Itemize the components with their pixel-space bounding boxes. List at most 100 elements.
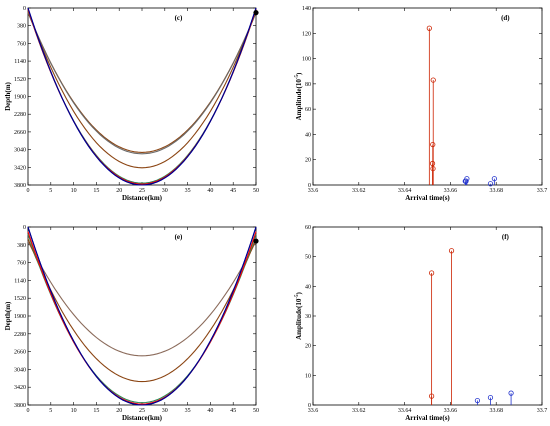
panel-f-ylabel: Amplitude(10-5) xyxy=(295,291,303,339)
panel-f-ytick-label: 50 xyxy=(305,255,311,261)
panel-e-ytick-label: 1900 xyxy=(14,314,26,320)
panel-c-xtick-label: 25 xyxy=(139,188,145,194)
panel-e-ray-3 xyxy=(27,231,257,405)
panel-d-ytick-label: 120 xyxy=(302,31,311,37)
panel-e-xtick-label: 10 xyxy=(71,408,77,414)
panel-c-xtick-label: 15 xyxy=(93,188,99,194)
panel-e-ytick-label: 380 xyxy=(17,243,26,249)
panel-c-ray-1 xyxy=(27,11,257,155)
panel-c-ytick-label: 760 xyxy=(17,41,26,47)
panel-d-frame xyxy=(312,7,543,186)
panel-c-frame xyxy=(27,7,257,186)
panel-c-xtick-label: 40 xyxy=(207,188,213,194)
panel-d-ytick-label: 60 xyxy=(305,107,311,113)
panel-e-xlabel: Distance(km) xyxy=(122,414,163,422)
panel-c-ytick-label: 3040 xyxy=(14,148,26,154)
panel-c-xlabel: Distance(km) xyxy=(122,194,163,202)
panel-d-ylabel: Amplitude(10-5) xyxy=(295,72,303,120)
panel-f-xlabel: Arrival time(s) xyxy=(405,414,450,422)
panel-d-marker-0-3 xyxy=(429,160,436,167)
panel-f-xtick-label: 33.68 xyxy=(489,408,503,414)
panel-d-marker-1-4 xyxy=(491,176,497,182)
panel-d-xtick-label: 33.6 xyxy=(308,188,319,194)
panel-c-ray-3 xyxy=(27,9,257,184)
panel-d-ytick-label: 80 xyxy=(305,82,311,88)
panel-c-ytick-label: 3800 xyxy=(14,183,26,189)
panel-d-xtick-label: 33.64 xyxy=(398,188,412,194)
panel-e-ray-0 xyxy=(27,240,257,357)
panel-f-frame xyxy=(312,226,543,406)
panel-c-ray-0 xyxy=(27,12,257,153)
panel-c-ytick-label: 1520 xyxy=(14,77,26,83)
panel-c-ytick-label: 1140 xyxy=(14,59,26,65)
panel-f-xtick-label: 33.62 xyxy=(352,408,366,414)
panel-c-ray-5 xyxy=(27,7,257,186)
panel-f-xtick-label: 33.66 xyxy=(444,408,458,414)
panel-d-marker-0-4 xyxy=(430,165,436,172)
panel-e-ytick-label: 1520 xyxy=(14,296,26,302)
panel-e-ytick-label: 3420 xyxy=(14,385,26,391)
panel-d-xtick-label: 33.62 xyxy=(352,188,366,194)
panel-d-label: (d) xyxy=(501,14,510,22)
panel-f-marker-0-2 xyxy=(448,248,455,254)
panel-e-xtick-label: 20 xyxy=(116,408,122,414)
panel-d-ytick-label: 20 xyxy=(305,158,311,164)
panel-f-marker-0-1 xyxy=(429,393,435,399)
panel-e-xtick-label: 35 xyxy=(185,408,191,414)
panel-f-marker-1-0 xyxy=(474,397,481,404)
panel-f-marker-0-0 xyxy=(429,270,435,276)
panel-c-xtick-label: 20 xyxy=(116,188,122,194)
panel-c-label: (c) xyxy=(175,14,183,22)
panel-f-label: (f) xyxy=(502,233,510,241)
panel-e-ylabel: Depth(m) xyxy=(4,301,12,330)
panel-f-ytick-label: 10 xyxy=(305,373,311,379)
panel-c-ytick-label: 380 xyxy=(17,24,26,30)
panel-d-ytick-label: 0 xyxy=(308,183,311,189)
panel-e-ytick-label: 2280 xyxy=(14,332,26,338)
panel-e-ytick-label: 1140 xyxy=(14,278,26,284)
panel-f-ytick-label: 20 xyxy=(305,344,311,350)
panel-e-xtick-label: 45 xyxy=(230,408,236,414)
panel-f-ytick-label: 40 xyxy=(305,284,311,290)
panel-c-xtick-label: 50 xyxy=(253,188,259,194)
panel-f-marker-1-1 xyxy=(487,394,494,401)
panel-e-xtick-label: 25 xyxy=(139,408,145,414)
panel-f-xtick-label: 33.7 xyxy=(537,408,548,414)
panel-d-xlabel: Arrival time(s) xyxy=(405,194,450,202)
panel-f-ytick-label: 0 xyxy=(308,403,311,409)
panel-d-ytick-label: 100 xyxy=(302,57,311,63)
panel-d-ytick-label: 40 xyxy=(305,132,311,138)
panel-d-xtick-label: 33.66 xyxy=(444,188,458,194)
panel-e-xtick-label: 30 xyxy=(162,408,168,414)
panel-e-xtick-label: 15 xyxy=(93,408,99,414)
panel-f-marker-1-2 xyxy=(508,390,514,396)
panel-c-ytick-label: 2660 xyxy=(14,130,26,136)
panel-f-ytick-label: 30 xyxy=(305,314,311,320)
panel-e-xtick-label: 5 xyxy=(49,408,52,414)
panel-c-ytick-label: 2280 xyxy=(14,112,26,118)
panel-d-ytick-label: 140 xyxy=(302,6,311,12)
panel-d-xtick-label: 33.68 xyxy=(489,188,503,194)
panel-c-xtick-label: 10 xyxy=(71,188,77,194)
panel-d-xtick-label: 33.7 xyxy=(537,188,548,194)
panel-e-ray-1 xyxy=(27,238,257,383)
panel-e-ytick-label: 760 xyxy=(17,261,26,267)
panel-c-xtick-label: 5 xyxy=(49,188,52,194)
panel-e-ray-5 xyxy=(27,226,257,406)
panel-e-xtick-label: 50 xyxy=(253,408,259,414)
panel-e-xtick-label: 40 xyxy=(207,408,213,414)
panel-d-marker-1-1 xyxy=(464,176,470,182)
panel-c-ray-6 xyxy=(27,7,257,186)
panel-f-xtick-label: 33.6 xyxy=(308,408,319,414)
panel-c-xtick-label: 30 xyxy=(162,188,168,194)
panel-f-xtick-label: 33.64 xyxy=(398,408,412,414)
panel-e-ytick-label: 0 xyxy=(23,225,26,231)
panel-d-marker-0-2 xyxy=(430,141,436,148)
panel-e-ytick-label: 3040 xyxy=(14,367,26,373)
panel-d-marker-0-1 xyxy=(430,77,436,83)
panel-c-xtick-label: 0 xyxy=(27,188,30,194)
panel-e-frame xyxy=(27,226,257,406)
panel-e-label: (e) xyxy=(175,233,183,241)
panel-e-ytick-label: 2660 xyxy=(14,350,26,356)
